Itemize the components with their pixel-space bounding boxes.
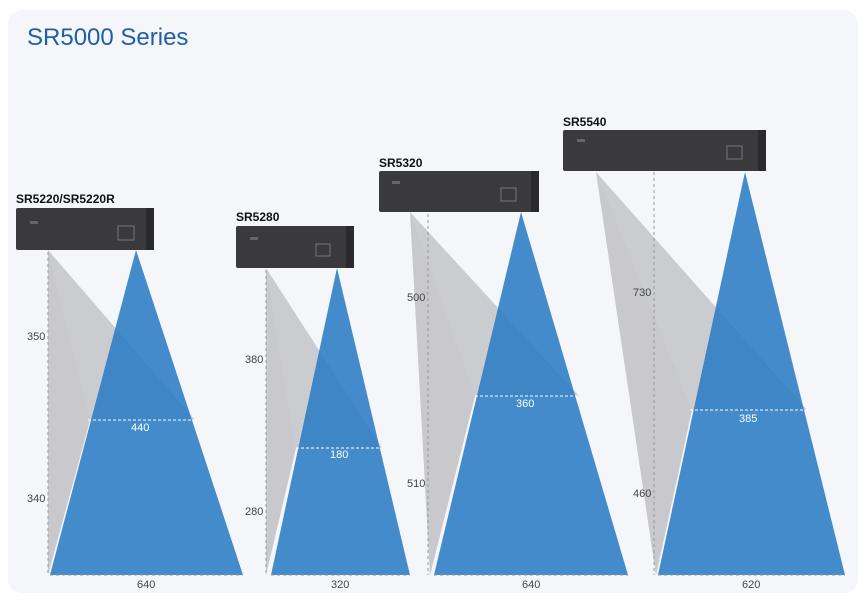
mid-width: 385 bbox=[739, 413, 757, 425]
gray-beam-far bbox=[266, 268, 296, 575]
mid-width: 360 bbox=[516, 398, 534, 410]
blue-beam bbox=[271, 268, 410, 575]
gray-beam-far bbox=[48, 250, 90, 575]
lower-distance: 510 bbox=[407, 478, 425, 490]
model-sr5220: SR5220/SR5220R 350 340 440 640 bbox=[16, 192, 243, 591]
base-width: 640 bbox=[137, 579, 155, 591]
base-width: 620 bbox=[742, 579, 760, 591]
blue-beam bbox=[50, 250, 243, 575]
upper-distance: 730 bbox=[633, 287, 651, 299]
base-width: 640 bbox=[522, 579, 540, 591]
base-width: 320 bbox=[331, 579, 349, 591]
lower-distance: 280 bbox=[245, 506, 263, 518]
model-sr5540: SR5540 730 460 385 620 bbox=[563, 115, 845, 591]
gray-beam-far bbox=[596, 172, 692, 575]
upper-distance: 500 bbox=[407, 292, 425, 304]
model-name: SR5320 bbox=[379, 156, 423, 170]
model-sr5280: SR5280 380 280 180 320 bbox=[236, 210, 410, 591]
gray-beam-far bbox=[410, 212, 475, 575]
upper-distance: 380 bbox=[245, 354, 263, 366]
blue-beam bbox=[434, 212, 628, 575]
mid-width: 440 bbox=[131, 422, 149, 434]
mid-width: 180 bbox=[330, 449, 348, 461]
lower-distance: 460 bbox=[633, 488, 651, 500]
model-name: SR5280 bbox=[236, 210, 280, 224]
model-sr5320: SR5320 500 510 360 640 bbox=[379, 156, 628, 591]
lower-distance: 340 bbox=[27, 493, 45, 505]
scanner-device bbox=[16, 208, 154, 250]
scanner-device bbox=[563, 130, 766, 171]
model-name: SR5220/SR5220R bbox=[16, 192, 115, 206]
upper-distance: 350 bbox=[27, 331, 45, 343]
scanner-device bbox=[379, 171, 539, 212]
model-name: SR5540 bbox=[563, 115, 607, 129]
page-title: SR5000 Series bbox=[27, 24, 189, 51]
blue-beam bbox=[658, 172, 845, 575]
scanner-device bbox=[236, 226, 354, 268]
